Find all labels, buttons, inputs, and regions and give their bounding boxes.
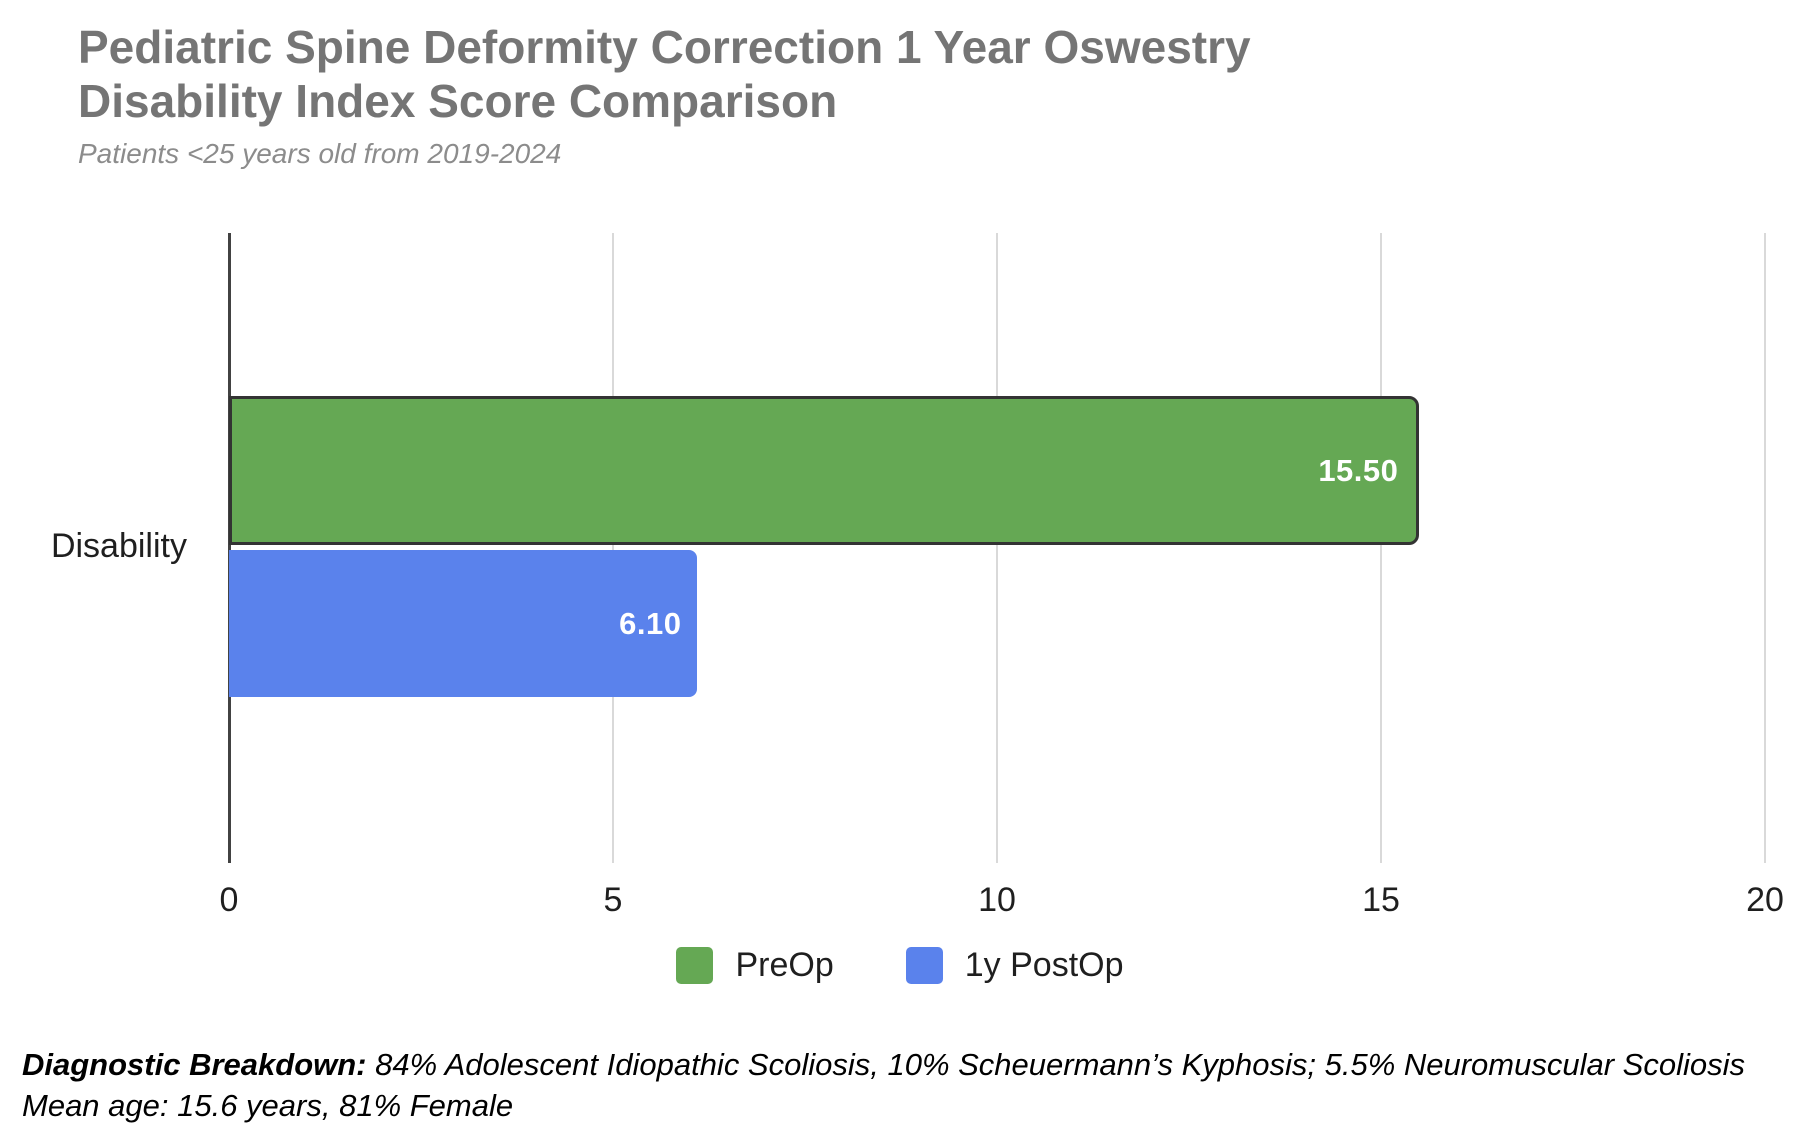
x-tick-label-5: 5 <box>603 881 623 919</box>
chart-subtitle: Patients <25 years old from 2019-2024 <box>78 138 562 169</box>
footer-line-1: Diagnostic Breakdown: 84% Adolescent Idi… <box>22 1044 1782 1085</box>
footer-demographics-text: Mean age: 15.6 years, 81% Female <box>22 1088 514 1123</box>
x-tick-label-10: 10 <box>978 881 1016 919</box>
chart-legend: PreOp 1y PostOp <box>0 946 1800 985</box>
legend-label: PreOp <box>735 946 834 984</box>
legend-item-preop: PreOp <box>676 946 834 985</box>
bar-value-label-preop: 15.50 <box>1318 452 1399 488</box>
x-tick-label-15: 15 <box>1362 881 1400 919</box>
bar-1y-postop: 6.10 <box>229 550 698 697</box>
legend-swatch-icon <box>905 947 943 984</box>
legend-item-1y-postop: 1y PostOp <box>905 946 1124 985</box>
gridline-x-15 <box>1380 233 1382 863</box>
footer-diagnostic-breakdown-label: Diagnostic Breakdown: <box>22 1047 367 1082</box>
gridline-x-5 <box>612 233 614 863</box>
chart-title: Pediatric Spine Deformity Correction 1 Y… <box>78 21 1251 127</box>
gridline-x-20 <box>1764 233 1766 863</box>
x-tick-label-20: 20 <box>1746 881 1784 919</box>
footer-annotation: Diagnostic Breakdown: 84% Adolescent Idi… <box>22 1044 1782 1126</box>
bar-preop: 15.50 <box>229 396 1420 545</box>
legend-label: 1y PostOp <box>964 946 1124 984</box>
footer-line-2: Mean age: 15.6 years, 81% Female <box>22 1085 1782 1126</box>
x-tick-label-0: 0 <box>219 881 239 919</box>
footer-diagnostic-breakdown-text: 84% Adolescent Idiopathic Scoliosis, 10%… <box>366 1047 1745 1082</box>
plot-area: Disability 0 5 10 15 20 15.50 6.10 <box>51 233 1784 919</box>
bar-value-label-1y-postop: 6.10 <box>619 605 682 641</box>
gridline-x-10 <box>996 233 998 863</box>
y-axis-line <box>228 233 231 863</box>
category-label-disability: Disability <box>50 527 187 565</box>
legend-swatch-icon <box>676 947 714 984</box>
